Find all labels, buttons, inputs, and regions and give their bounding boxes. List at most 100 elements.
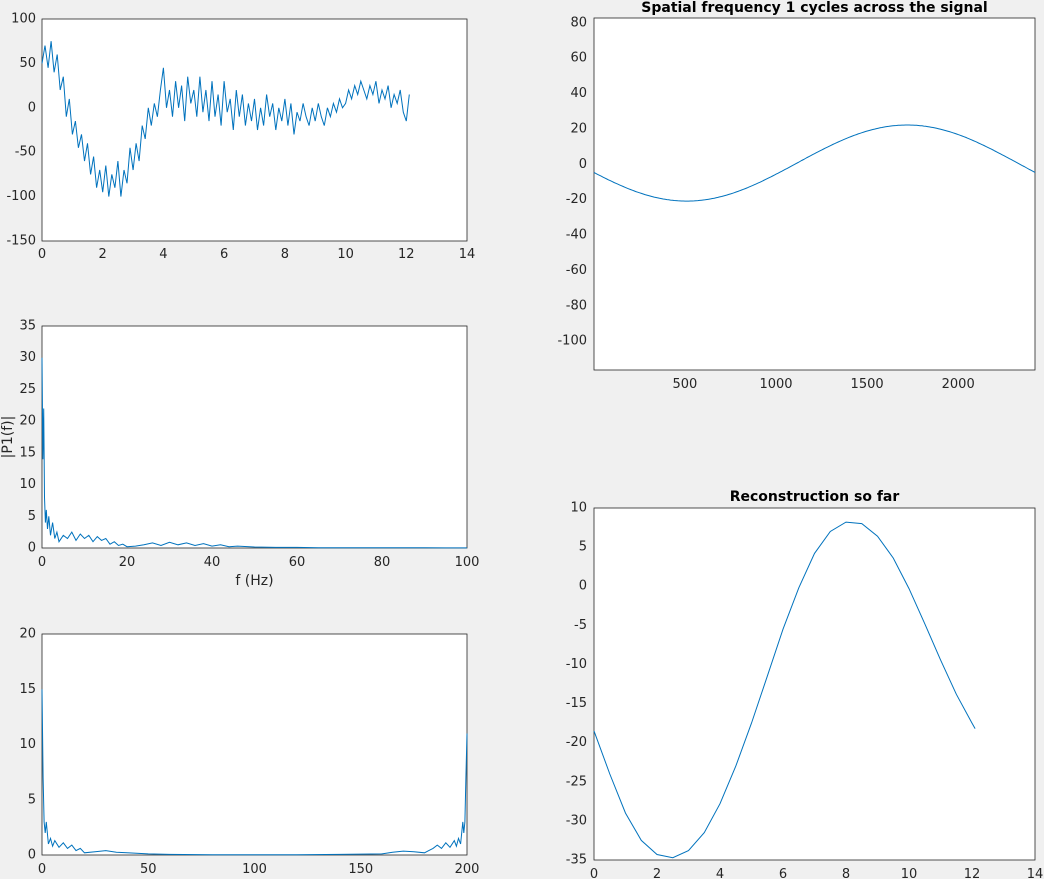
signal-xtick-label: 12 [398, 247, 415, 262]
spectrum-two-sided-xtick-label: 0 [38, 862, 46, 877]
reconstruction-xtick-label: 2 [653, 867, 661, 879]
spatial-frequency-ytick-label: -20 [566, 192, 587, 207]
spectrum-one-sided-ytick-label: 25 [19, 382, 36, 397]
spatial-frequency-xtick-label: 1000 [759, 377, 792, 392]
spectrum-one-sided-xtick-label: 60 [289, 555, 306, 570]
spectrum-one-sided-xtick-label: 0 [38, 555, 46, 570]
signal-ytick-label: -150 [6, 234, 36, 249]
spectrum-one-sided-ytick-label: 35 [19, 319, 36, 334]
reconstruction-ytick-label: -30 [566, 813, 587, 828]
reconstruction-ytick-label: -20 [566, 735, 587, 750]
reconstruction-ytick-label: -10 [566, 657, 587, 672]
spatial-frequency-xtick-label: 500 [672, 377, 697, 392]
spatial-frequency-ytick-label: -100 [557, 334, 587, 349]
spatial-frequency-ytick-label: -80 [566, 298, 587, 313]
reconstruction-xtick-label: 4 [716, 867, 724, 879]
signal-xtick-label: 6 [220, 247, 228, 262]
reconstruction-xtick-label: 8 [842, 867, 850, 879]
spatial-frequency-ytick-label: 80 [570, 15, 587, 30]
spectrum-two-sided-xtick-label: 150 [348, 862, 373, 877]
signal-x-ticks: 0 2 4 6 8 10 12 14 [38, 247, 475, 262]
signal-ytick-label: 0 [28, 100, 36, 115]
spectrum-two-sided-plot: 0 5 10 15 20 0 50 100 150 200 [19, 627, 479, 878]
spectrum-two-sided-ytick-label: 20 [19, 627, 36, 642]
spectrum-one-sided-x-ticks: 0 20 40 60 80 100 [38, 555, 480, 570]
reconstruction-x-ticks: 0 2 4 6 8 10 12 14 [590, 867, 1043, 879]
spectrum-one-sided-xtick-label: 40 [204, 555, 221, 570]
spectrum-two-sided-series-line [41, 689, 468, 856]
spectrum-two-sided-xtick-label: 100 [242, 862, 267, 877]
reconstruction-y-ticks: -35 -30 -25 -20 -15 -10 -5 0 5 10 [566, 501, 587, 868]
reconstruction-xtick-label: 14 [1027, 867, 1044, 879]
reconstruction-ytick-label: 0 [579, 579, 587, 594]
reconstruction-series-line [593, 521, 976, 859]
signal-ytick-label: -50 [15, 145, 36, 160]
reconstruction-xtick-label: 12 [964, 867, 981, 879]
spectrum-one-sided-y-ticks: 0 5 10 15 20 25 30 35 [19, 319, 36, 556]
spatial-frequency-ytick-label: 0 [579, 157, 587, 172]
spatial-frequency-plot: Spatial frequency 1 cycles across the si… [557, 0, 1036, 392]
reconstruction-title: Reconstruction so far [730, 489, 900, 505]
spectrum-two-sided-xtick-label: 50 [140, 862, 157, 877]
signal-plot-area [41, 18, 468, 242]
spatial-frequency-y-ticks: -100 -80 -60 -40 -20 0 20 40 60 80 [557, 15, 587, 348]
reconstruction-ytick-label: 5 [579, 540, 587, 555]
spatial-frequency-series-line [593, 124, 1036, 202]
spatial-frequency-ytick-label: 60 [570, 51, 587, 66]
spectrum-two-sided-plot-area [41, 633, 468, 856]
signal-xtick-label: 2 [99, 247, 107, 262]
reconstruction-plot: Reconstruction so far -35 -30 -25 -20 -1… [566, 489, 1044, 879]
spectrum-one-sided-ytick-label: 30 [19, 350, 36, 365]
reconstruction-ytick-label: -35 [566, 853, 587, 868]
spectrum-two-sided-ytick-label: 15 [19, 682, 36, 697]
reconstruction-ytick-label: -5 [574, 618, 587, 633]
signal-xtick-label: 14 [459, 247, 476, 262]
spectrum-one-sided-xtick-label: 100 [455, 555, 480, 570]
reconstruction-xtick-label: 6 [779, 867, 787, 879]
spectrum-one-sided-ytick-label: 0 [28, 541, 36, 556]
spatial-frequency-x-ticks: 500 1000 1500 2000 [672, 377, 974, 392]
spatial-frequency-xtick-label: 1500 [851, 377, 884, 392]
spatial-frequency-plot-area [593, 17, 1036, 371]
spectrum-two-sided-ytick-label: 5 [28, 792, 36, 807]
spectrum-one-sided-plot: 0 5 10 15 20 25 30 35 0 20 40 60 80 100 … [0, 319, 479, 590]
spatial-frequency-title: Spatial frequency 1 cycles across the si… [641, 0, 987, 16]
signal-xtick-label: 10 [337, 247, 354, 262]
signal-y-ticks: -150 -100 -50 0 50 100 [6, 12, 36, 249]
spectrum-one-sided-y-axis-label: |P1(f)| [0, 416, 16, 459]
spectrum-one-sided-xtick-label: 80 [374, 555, 391, 570]
spectrum-one-sided-plot-area [41, 325, 468, 549]
signal-xtick-label: 8 [281, 247, 289, 262]
spectrum-two-sided-ytick-label: 10 [19, 737, 36, 752]
spectrum-two-sided-x-ticks: 0 50 100 150 200 [38, 862, 480, 877]
reconstruction-ytick-label: -25 [566, 774, 587, 789]
spectrum-one-sided-series-line [41, 357, 467, 549]
signal-xtick-label: 0 [38, 247, 46, 262]
spectrum-one-sided-ytick-label: 5 [28, 509, 36, 524]
reconstruction-ytick-label: 10 [570, 501, 587, 516]
spatial-frequency-ytick-label: -40 [566, 228, 587, 243]
spectrum-one-sided-x-axis-label: f (Hz) [235, 573, 273, 589]
spatial-frequency-ytick-label: -60 [566, 263, 587, 278]
spatial-frequency-xtick-label: 2000 [942, 377, 975, 392]
spectrum-two-sided-xtick-label: 200 [455, 862, 480, 877]
reconstruction-xtick-label: 0 [590, 867, 598, 879]
spatial-frequency-ytick-label: 40 [570, 86, 587, 101]
signal-plot: -150 -100 -50 0 50 100 0 2 4 6 8 10 12 1… [6, 12, 475, 263]
spectrum-one-sided-ytick-label: 20 [19, 414, 36, 429]
signal-ytick-label: -100 [6, 189, 36, 204]
spatial-frequency-ytick-label: 20 [570, 121, 587, 136]
spectrum-two-sided-y-ticks: 0 5 10 15 20 [19, 627, 36, 863]
signal-ytick-label: 100 [11, 12, 36, 27]
reconstruction-plot-area [593, 507, 1036, 861]
reconstruction-xtick-label: 10 [901, 867, 918, 879]
spectrum-one-sided-ytick-label: 10 [19, 477, 36, 492]
spectrum-two-sided-ytick-label: 0 [28, 848, 36, 863]
signal-ytick-label: 50 [19, 56, 36, 71]
reconstruction-ytick-label: -15 [566, 696, 587, 711]
spectrum-one-sided-ytick-label: 15 [19, 445, 36, 460]
spectrum-one-sided-xtick-label: 20 [119, 555, 136, 570]
signal-xtick-label: 4 [159, 247, 167, 262]
signal-series-line [41, 41, 410, 197]
